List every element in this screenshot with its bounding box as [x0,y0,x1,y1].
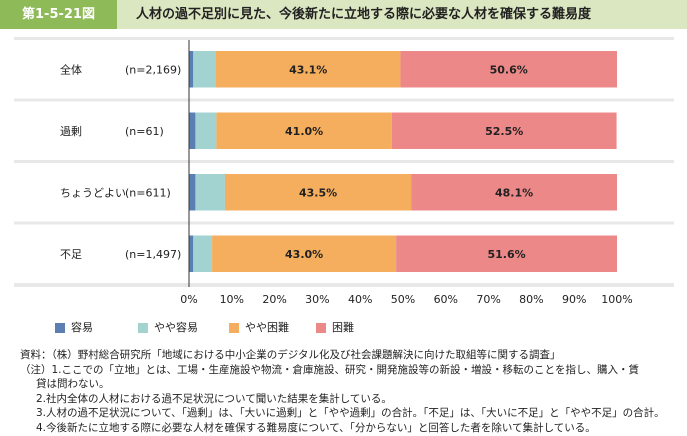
category-label-3: 不足 [60,248,82,261]
note-2: 2.社内全体の人材における過不足状況について聞いた結果を集計している。 [36,392,392,405]
data-label-困難-0: 50.6% [490,63,528,76]
category-label-2: ちょうどよい [60,186,126,199]
bar-容易-1 [189,112,196,149]
data-label-やや困難-3: 43.0% [285,248,323,261]
legend-swatch-easy [55,323,65,333]
x-tick-label-1: 10% [220,293,244,306]
legend-swatch-somewhat-difficult [229,323,239,333]
axis-band [14,287,674,311]
bar-やや容易-3 [193,235,213,272]
note-1: （注）1.ここでの「立地」とは、工場・生産施設や物流・倉庫施設、研究・開発施設等… [20,363,640,376]
bar-困難-3 [396,235,617,272]
sample-size-label-1: (n=61) [125,125,164,138]
stacked-bar-chart: 全体 (n=2,169) 43.1% 50.6% 過剰 (n=61) 41.0% 52.5% ち… [14,40,674,311]
data-label-やや困難-1: 41.0% [285,125,323,138]
legend-label-difficult: 困難 [332,321,354,334]
bar-容易-3 [189,235,194,272]
note-3: 3.人材の過不足状況について、「過剰」は、「大いに過剰」と「やや過剰」の合計。「… [36,407,665,420]
data-label-困難-1: 52.5% [485,125,523,138]
sample-size-label-2: (n=611) [125,186,171,199]
x-tick-label-2: 20% [262,293,286,306]
figure-title: 人材の過不足別に見た、今後新たに立地する際に必要な人材を確保する難易度 [136,7,592,22]
x-tick-label-3: 30% [305,293,329,306]
sample-size-label-0: (n=2,169) [125,63,181,76]
figure-number-label: 第1-5-21図 [0,0,117,29]
category-label-0: 全体 [60,62,82,76]
data-label-困難-3: 51.6% [487,248,525,261]
bar-困難-0 [400,51,617,88]
x-tick-label-8: 80% [519,293,543,306]
bar-やや困難-3 [212,235,397,272]
legend-swatch-difficult [316,323,326,333]
bar-困難-2 [411,174,617,211]
source-note: 資料：（株）野村総合研究所「地域における中小企業のデジタル化及び社会課題解決に向… [20,349,561,361]
chart-panel: 全体 (n=2,169) 43.1% 50.6% 過剰 (n=61) 41.0% 52.5% ち… [14,37,674,311]
x-tick-label-6: 60% [434,293,458,306]
bar-やや容易-0 [193,51,216,88]
legend-label-easy: 容易 [71,321,93,334]
figure-header: 第1-5-21図 人材の過不足別に見た、今後新たに立地する際に必要な人材を確保す… [0,0,687,29]
bar-容易-0 [189,51,194,88]
sample-size-label-3: (n=1,497) [125,248,181,261]
x-tick-label-4: 40% [348,293,372,306]
x-tick-label-5: 50% [391,293,415,306]
data-label-やや困難-2: 43.5% [299,186,337,199]
bar-困難-1 [391,112,617,149]
data-label-困難-2: 48.1% [495,186,533,199]
bar-やや容易-2 [195,174,225,211]
bar-やや困難-1 [216,112,392,149]
x-tick-label-10: 100% [601,293,632,306]
bar-容易-2 [189,174,196,211]
bar-やや困難-0 [215,51,401,88]
note-1-continued: 貸は問わない。 [36,378,110,391]
legend-label-somewhat-difficult: やや困難 [245,321,289,334]
bar-やや容易-1 [195,112,217,149]
x-tick-label-0: 0% [180,293,197,306]
x-tick-label-7: 70% [476,293,500,306]
note-4: 4.今後新たに立地する際に必要な人材を確保する難易度について、「分からない」と回… [36,421,596,434]
x-tick-label-9: 90% [562,293,586,306]
legend-swatch-somewhat-easy [138,323,148,333]
bar-やや困難-2 [224,174,412,211]
legend-label-somewhat-easy: やや容易 [154,321,198,334]
data-label-やや困難-0: 43.1% [289,63,327,76]
figure-notes: 資料：（株）野村総合研究所「地域における中小企業のデジタル化及び社会課題解決に向… [20,348,680,436]
category-label-1: 過剰 [60,125,82,138]
